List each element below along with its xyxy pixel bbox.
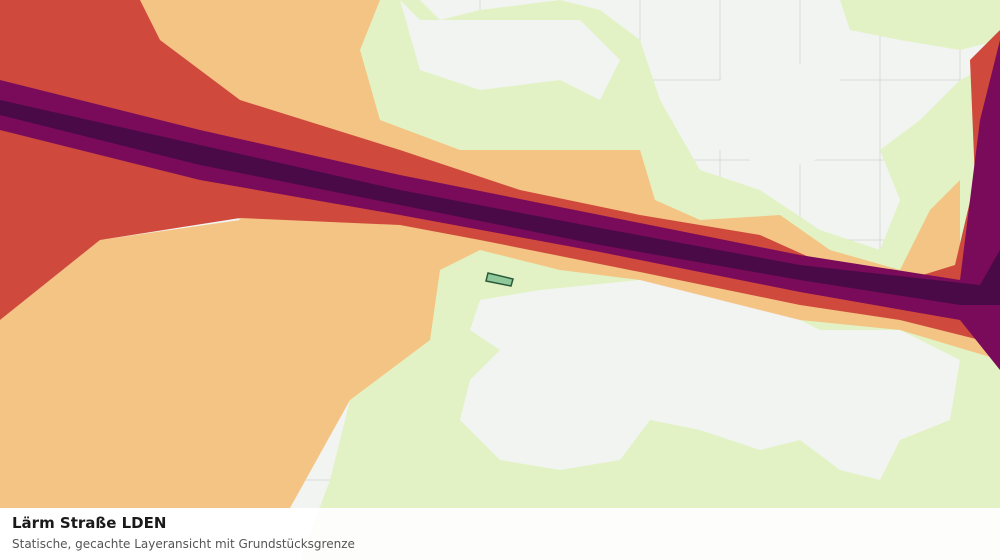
layer-title: Lärm Straße LDEN <box>12 514 167 532</box>
quiet-area <box>400 0 960 480</box>
noise-zone-extreme <box>0 100 1000 305</box>
caption: Lärm Straße LDEN Statische, gecachte Lay… <box>0 508 1000 560</box>
noise-zone-very-high <box>0 40 1000 370</box>
parcel-boundary <box>485 272 514 287</box>
layer-subtitle: Statische, gecachte Layeransicht mit Gru… <box>12 537 355 551</box>
